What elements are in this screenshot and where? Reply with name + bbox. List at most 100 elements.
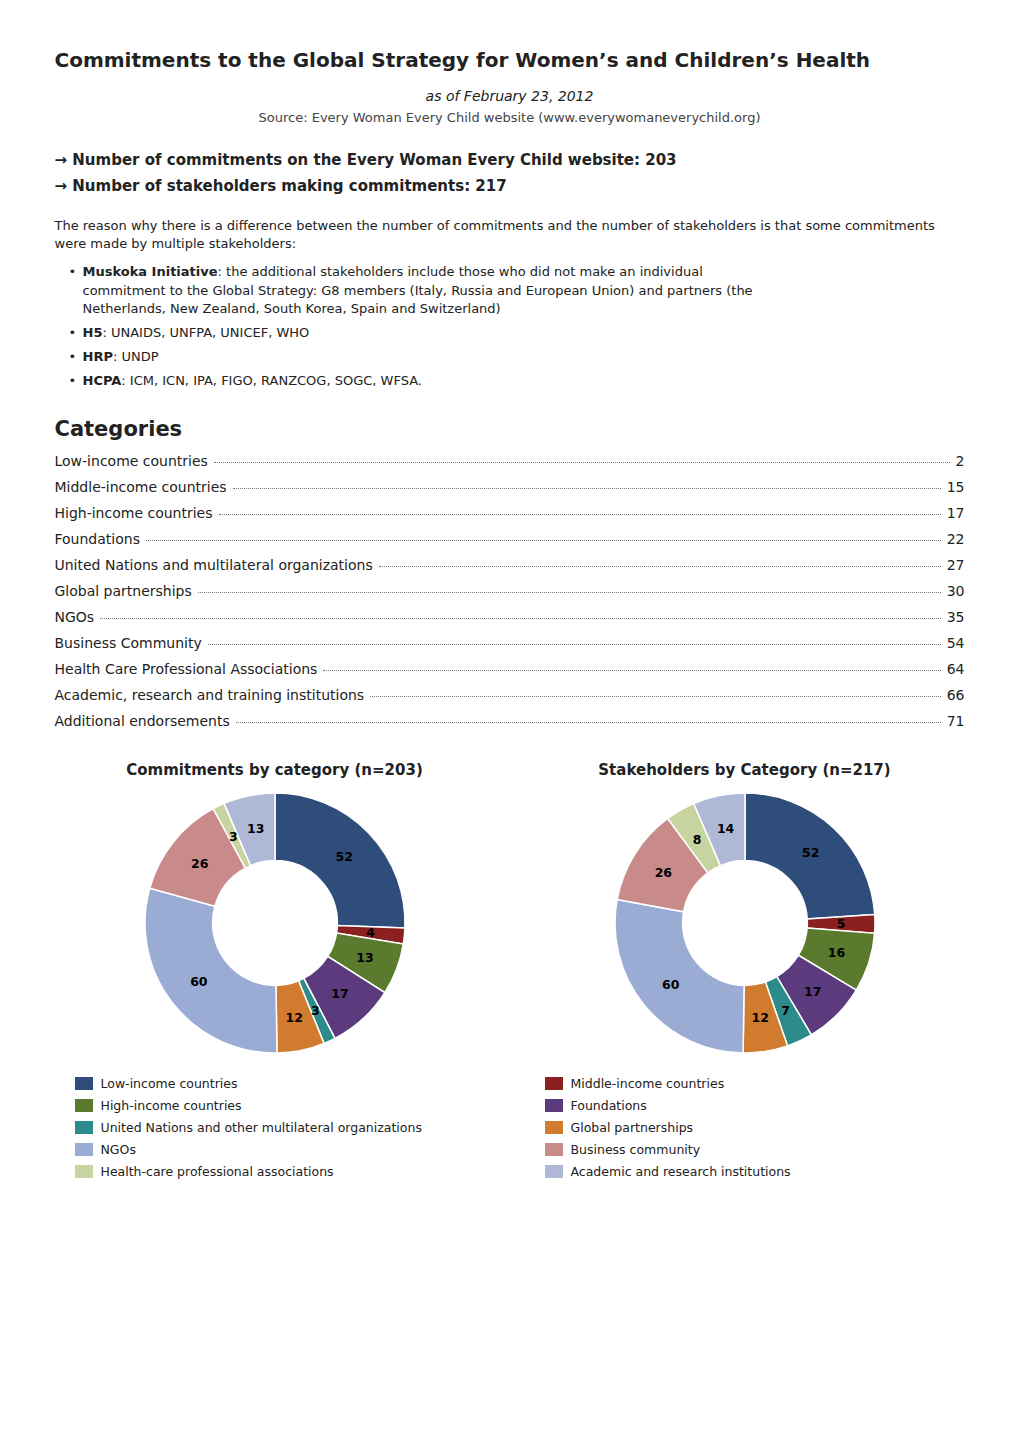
- category-name: Health Care Professional Associations: [55, 661, 318, 677]
- data-label: 17: [331, 986, 348, 1001]
- bullet-rest: : UNDP: [113, 349, 159, 364]
- source: Source: Every Woman Every Child website …: [55, 110, 965, 125]
- dot-leader: [219, 514, 941, 515]
- category-row: NGOs35: [55, 609, 965, 635]
- bullet-text: HRP: UNDP: [83, 348, 159, 366]
- bullet-marker: •: [69, 263, 83, 318]
- subtitle: as of February 23, 2012: [55, 88, 965, 104]
- dot-leader: [214, 462, 950, 463]
- dot-leader: [146, 540, 941, 541]
- legend-label: NGOs: [101, 1142, 136, 1157]
- data-label: 5: [836, 916, 845, 931]
- category-row: High-income countries 17: [55, 505, 965, 531]
- slice: Low-income countries: [745, 793, 875, 919]
- data-label: 7: [781, 1002, 790, 1017]
- bullet-rest: : ICM, ICN, IPA, FIGO, RANZCOG, SOGC, WF…: [121, 373, 422, 388]
- legend-item: High-income countries: [75, 1095, 495, 1117]
- category-page: 30: [947, 583, 965, 599]
- legend-item: Business community: [545, 1139, 965, 1161]
- legend-swatch: [75, 1165, 93, 1178]
- data-label: 13: [247, 821, 264, 836]
- data-label: 8: [692, 832, 701, 847]
- data-label: 16: [827, 944, 845, 959]
- category-name: High-income countries: [55, 505, 213, 521]
- slice: NGOs: [615, 899, 744, 1052]
- data-label: 52: [335, 848, 352, 863]
- title: Commitments to the Global Strategy for W…: [55, 48, 965, 72]
- donut: Low-income countriesMiddle-income countr…: [55, 783, 495, 1063]
- legend-item: Foundations: [545, 1095, 965, 1117]
- legend-swatch: [75, 1099, 93, 1112]
- category-page: 17: [947, 505, 965, 521]
- legend-label: Global partnerships: [571, 1120, 694, 1135]
- slice: Low-income countries: [275, 793, 405, 928]
- legend-label: Academic and research institutions: [571, 1164, 791, 1179]
- headline: → Number of commitments on the Every Wom…: [55, 151, 965, 169]
- data-label: 26: [191, 855, 209, 870]
- slice: Academic and research institutions: [224, 793, 275, 866]
- legend-item: NGOs: [75, 1139, 495, 1161]
- bullet-text: H5: UNAIDS, UNFPA, UNICEF, WHO: [83, 324, 310, 342]
- legend-label: High-income countries: [101, 1098, 242, 1113]
- category-page: 35: [947, 609, 965, 625]
- legend-item: Low-income countries: [75, 1073, 495, 1095]
- data-label: 26: [654, 864, 672, 879]
- bullet-marker: •: [69, 324, 83, 342]
- data-label: 4: [366, 925, 375, 940]
- category-name: Academic, research and training institut…: [55, 687, 365, 703]
- legend-item: Health-care professional associations: [75, 1161, 495, 1183]
- category-page: 64: [947, 661, 965, 677]
- dot-leader: [208, 644, 941, 645]
- bullet-item: • Muskoka Initiative: the additional sta…: [69, 263, 965, 318]
- bullet-rest: : UNAIDS, UNFPA, UNICEF, WHO: [102, 325, 309, 340]
- dot-leader: [323, 670, 940, 671]
- legend-label: Middle-income countries: [571, 1076, 725, 1091]
- category-page: 71: [947, 713, 965, 729]
- legend: Low-income countries High-income countrie…: [75, 1073, 495, 1183]
- categories-list: Low-income countries2Middle-income count…: [55, 453, 965, 739]
- category-page: 2: [956, 453, 965, 469]
- category-page: 66: [947, 687, 965, 703]
- chart-title: Commitments by category (n=203): [55, 761, 495, 779]
- category-page: 22: [947, 531, 965, 547]
- data-label: 12: [751, 1010, 768, 1025]
- category-name: Middle-income countries: [55, 479, 227, 495]
- category-name: Additional endorsements: [55, 713, 230, 729]
- legend-swatch: [545, 1165, 563, 1178]
- legend-swatch: [545, 1143, 563, 1156]
- legend-label: Foundations: [571, 1098, 647, 1113]
- chart: Stakeholders by Category (n=217) Low-inco…: [525, 761, 965, 1183]
- category-row: Health Care Professional Associations 64: [55, 661, 965, 687]
- legend-swatch: [545, 1077, 563, 1090]
- category-row: Foundations22: [55, 531, 965, 557]
- body-text: The reason why there is a difference bet…: [55, 217, 965, 253]
- legend-swatch: [75, 1143, 93, 1156]
- category-name: Global partnerships: [55, 583, 192, 599]
- dot-leader: [198, 592, 941, 593]
- category-page: 15: [947, 479, 965, 495]
- bullet-bold: HCPA: [83, 373, 122, 388]
- data-label: 3: [311, 1002, 320, 1017]
- category-row: Business Community54: [55, 635, 965, 661]
- chart-title: Stakeholders by Category (n=217): [525, 761, 965, 779]
- charts: Commitments by category (n=203) Low-incom…: [55, 761, 965, 1183]
- legend-swatch: [75, 1077, 93, 1090]
- dot-leader: [100, 618, 941, 619]
- legend: Middle-income countries Foundations Global…: [545, 1073, 965, 1183]
- category-row: Additional endorsements 71: [55, 713, 965, 739]
- bullet-item: • HCPA: ICM, ICN, IPA, FIGO, RANZCOG, SO…: [69, 372, 965, 390]
- data-label: 17: [804, 983, 821, 998]
- slice: Academic and research institutions: [693, 793, 744, 866]
- slices: Low-income countriesMiddle-income countr…: [615, 793, 875, 1053]
- slice: Business community: [617, 818, 708, 911]
- legend-item: Academic and research institutions: [545, 1161, 965, 1183]
- legend-label: United Nations and other multilateral or…: [101, 1120, 422, 1135]
- bullet-item: • H5: UNAIDS, UNFPA, UNICEF, WHO: [69, 324, 965, 342]
- bullet-list: • Muskoka Initiative: the additional sta…: [69, 263, 965, 390]
- bullet-bold: H5: [83, 325, 103, 340]
- legend-item: Global partnerships: [545, 1117, 965, 1139]
- dot-leader: [370, 696, 941, 697]
- slice: NGOs: [145, 888, 277, 1053]
- bullet-bold: HRP: [83, 349, 113, 364]
- data-label: 60: [190, 974, 208, 989]
